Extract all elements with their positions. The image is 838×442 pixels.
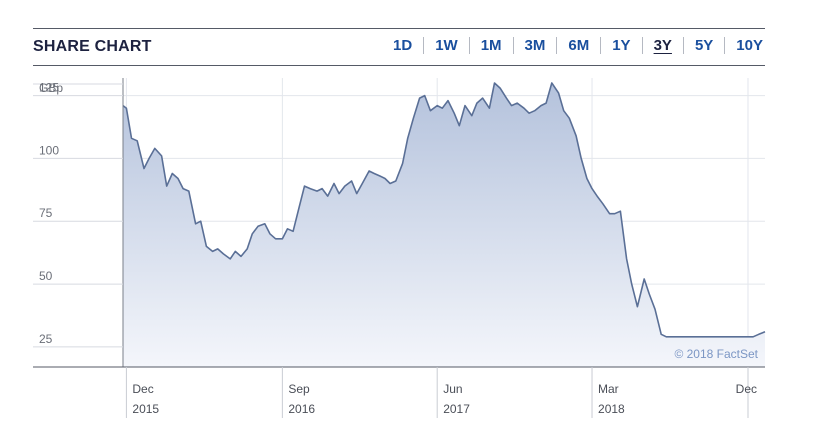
axes — [33, 78, 765, 368]
range-button-6m[interactable]: 6M — [556, 37, 600, 54]
y-tick-label-75: 75 — [39, 206, 53, 220]
x-tick-year-3: 2018 — [598, 402, 625, 416]
range-button-3y[interactable]: 3Y — [641, 37, 683, 54]
unit-label: GBp — [39, 81, 63, 95]
share-chart-header: SHARE CHART 1D 1W 1M 3M 6M 1Y 3Y 5Y 10Y — [33, 28, 765, 66]
price-line — [122, 82, 766, 338]
chart-title: SHARE CHART — [33, 38, 152, 55]
y-tick-label-25: 25 — [39, 332, 53, 346]
x-tick-month-3: Mar — [598, 382, 619, 396]
range-button-10y[interactable]: 10Y — [724, 37, 765, 54]
y-axis-ticks: 25 50 75 100 125 — [33, 81, 123, 348]
range-button-3m[interactable]: 3M — [512, 37, 557, 54]
range-button-5y[interactable]: 5Y — [682, 37, 724, 54]
y-tick-label-50: 50 — [39, 269, 53, 283]
x-tick-month-0: Dec — [132, 382, 153, 396]
range-button-1y[interactable]: 1Y — [600, 37, 641, 54]
factset-credit: © 2018 FactSet — [674, 347, 758, 361]
y-tick-label-125: 125 — [39, 81, 59, 95]
range-button-1m[interactable]: 1M — [468, 37, 513, 54]
x-tick-month-1: Sep — [288, 382, 310, 396]
price-area-fill — [123, 83, 765, 367]
x-tick-year-0: 2015 — [132, 402, 159, 416]
x-tick-year-1: 2016 — [288, 402, 315, 416]
range-button-1d[interactable]: 1D — [393, 37, 413, 54]
y-tick-label-100: 100 — [39, 143, 59, 157]
x-axis-ticks: Dec 2015 Sep 2016 Jun 2017 Mar 2018 Dec — [125, 367, 757, 418]
range-selector: 1D 1W 1M 3M 6M 1Y 3Y 5Y 10Y — [382, 37, 765, 54]
range-button-1w[interactable]: 1W — [423, 37, 469, 54]
x-tick-month-4: Dec — [736, 382, 757, 396]
x-tick-year-2: 2017 — [443, 402, 470, 416]
x-tick-month-2: Jun — [443, 382, 462, 396]
